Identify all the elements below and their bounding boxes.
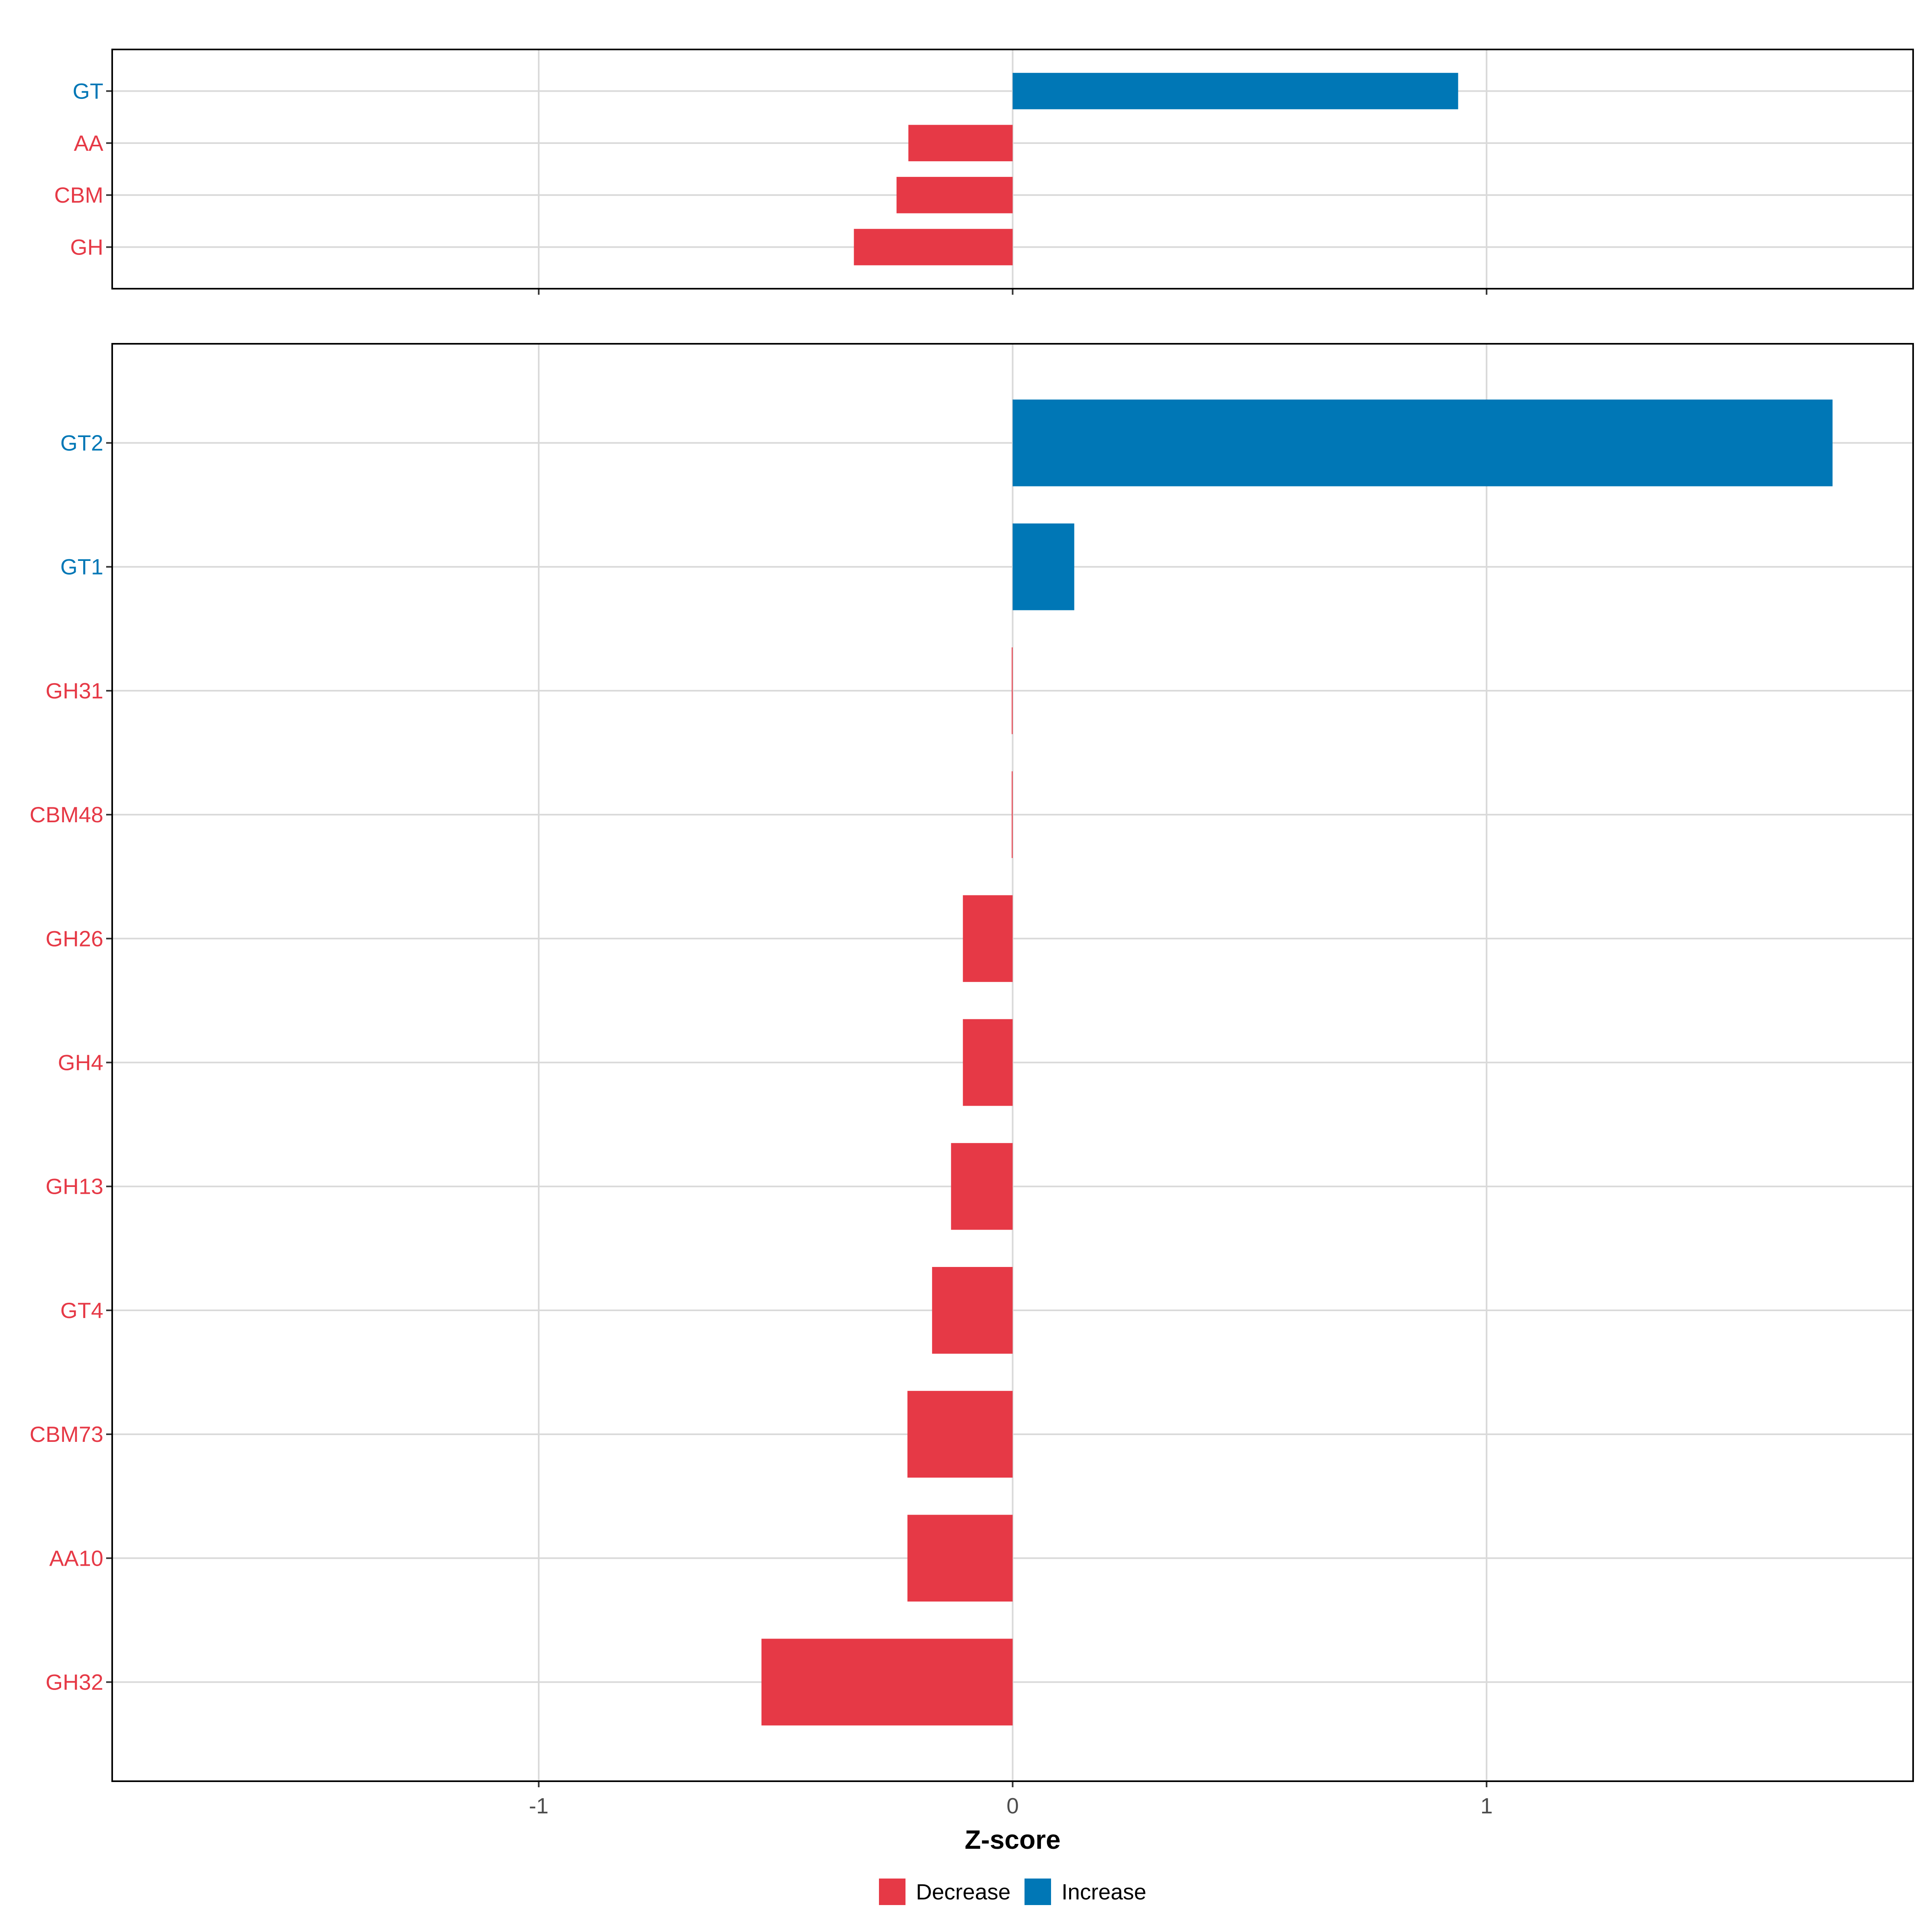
bar-gt2 xyxy=(1012,399,1833,487)
y-tick-label-gt1: GT1 xyxy=(60,554,103,579)
y-tick-label-gt: GT xyxy=(73,78,103,103)
y-tick-label-gh26: GH26 xyxy=(45,926,103,951)
panel-border xyxy=(111,343,1914,1782)
bar-gh13 xyxy=(951,1143,1013,1230)
y-tick-label-gt2: GT2 xyxy=(60,431,103,456)
legend-label-decrease: Decrease xyxy=(916,1879,1010,1904)
bar-cbm73 xyxy=(907,1391,1013,1478)
y-tick-label-gh31: GH31 xyxy=(45,678,103,703)
bar-gt xyxy=(1012,73,1458,109)
bar-gt1 xyxy=(1012,523,1074,610)
y-tick-label-cbm48: CBM48 xyxy=(30,802,103,827)
y-tick-label-cbm73: CBM73 xyxy=(30,1422,103,1447)
y-tick-label-gh32: GH32 xyxy=(45,1669,103,1694)
bar-cbm xyxy=(896,177,1013,214)
bar-gt4 xyxy=(932,1267,1013,1354)
x-axis-title: Z-score xyxy=(965,1825,1060,1854)
y-tick-label-aa: AA xyxy=(74,131,104,156)
x-tick-label: 0 xyxy=(1006,1793,1019,1818)
bar-gh26 xyxy=(963,895,1013,982)
legend-label-increase: Increase xyxy=(1062,1879,1146,1904)
y-tick-label-cbm: CBM xyxy=(54,183,103,207)
panel-border xyxy=(111,49,1914,289)
bar-aa10 xyxy=(907,1515,1013,1602)
legend-key-increase xyxy=(1025,1879,1051,1905)
y-tick-label-gt4: GT4 xyxy=(60,1298,103,1323)
bar-aa xyxy=(908,125,1013,162)
bar-gh xyxy=(854,229,1013,265)
bar-gh4 xyxy=(963,1019,1013,1106)
y-tick-label-gh: GH xyxy=(70,235,104,260)
bar-gh32 xyxy=(761,1638,1013,1726)
legend-key-decrease xyxy=(879,1879,905,1905)
x-tick-label: -1 xyxy=(529,1793,548,1818)
x-tick-label: 1 xyxy=(1480,1793,1493,1818)
y-tick-label-gh4: GH4 xyxy=(58,1050,103,1075)
y-tick-label-aa10: AA10 xyxy=(49,1546,103,1571)
y-tick-label-gh13: GH13 xyxy=(45,1174,103,1199)
